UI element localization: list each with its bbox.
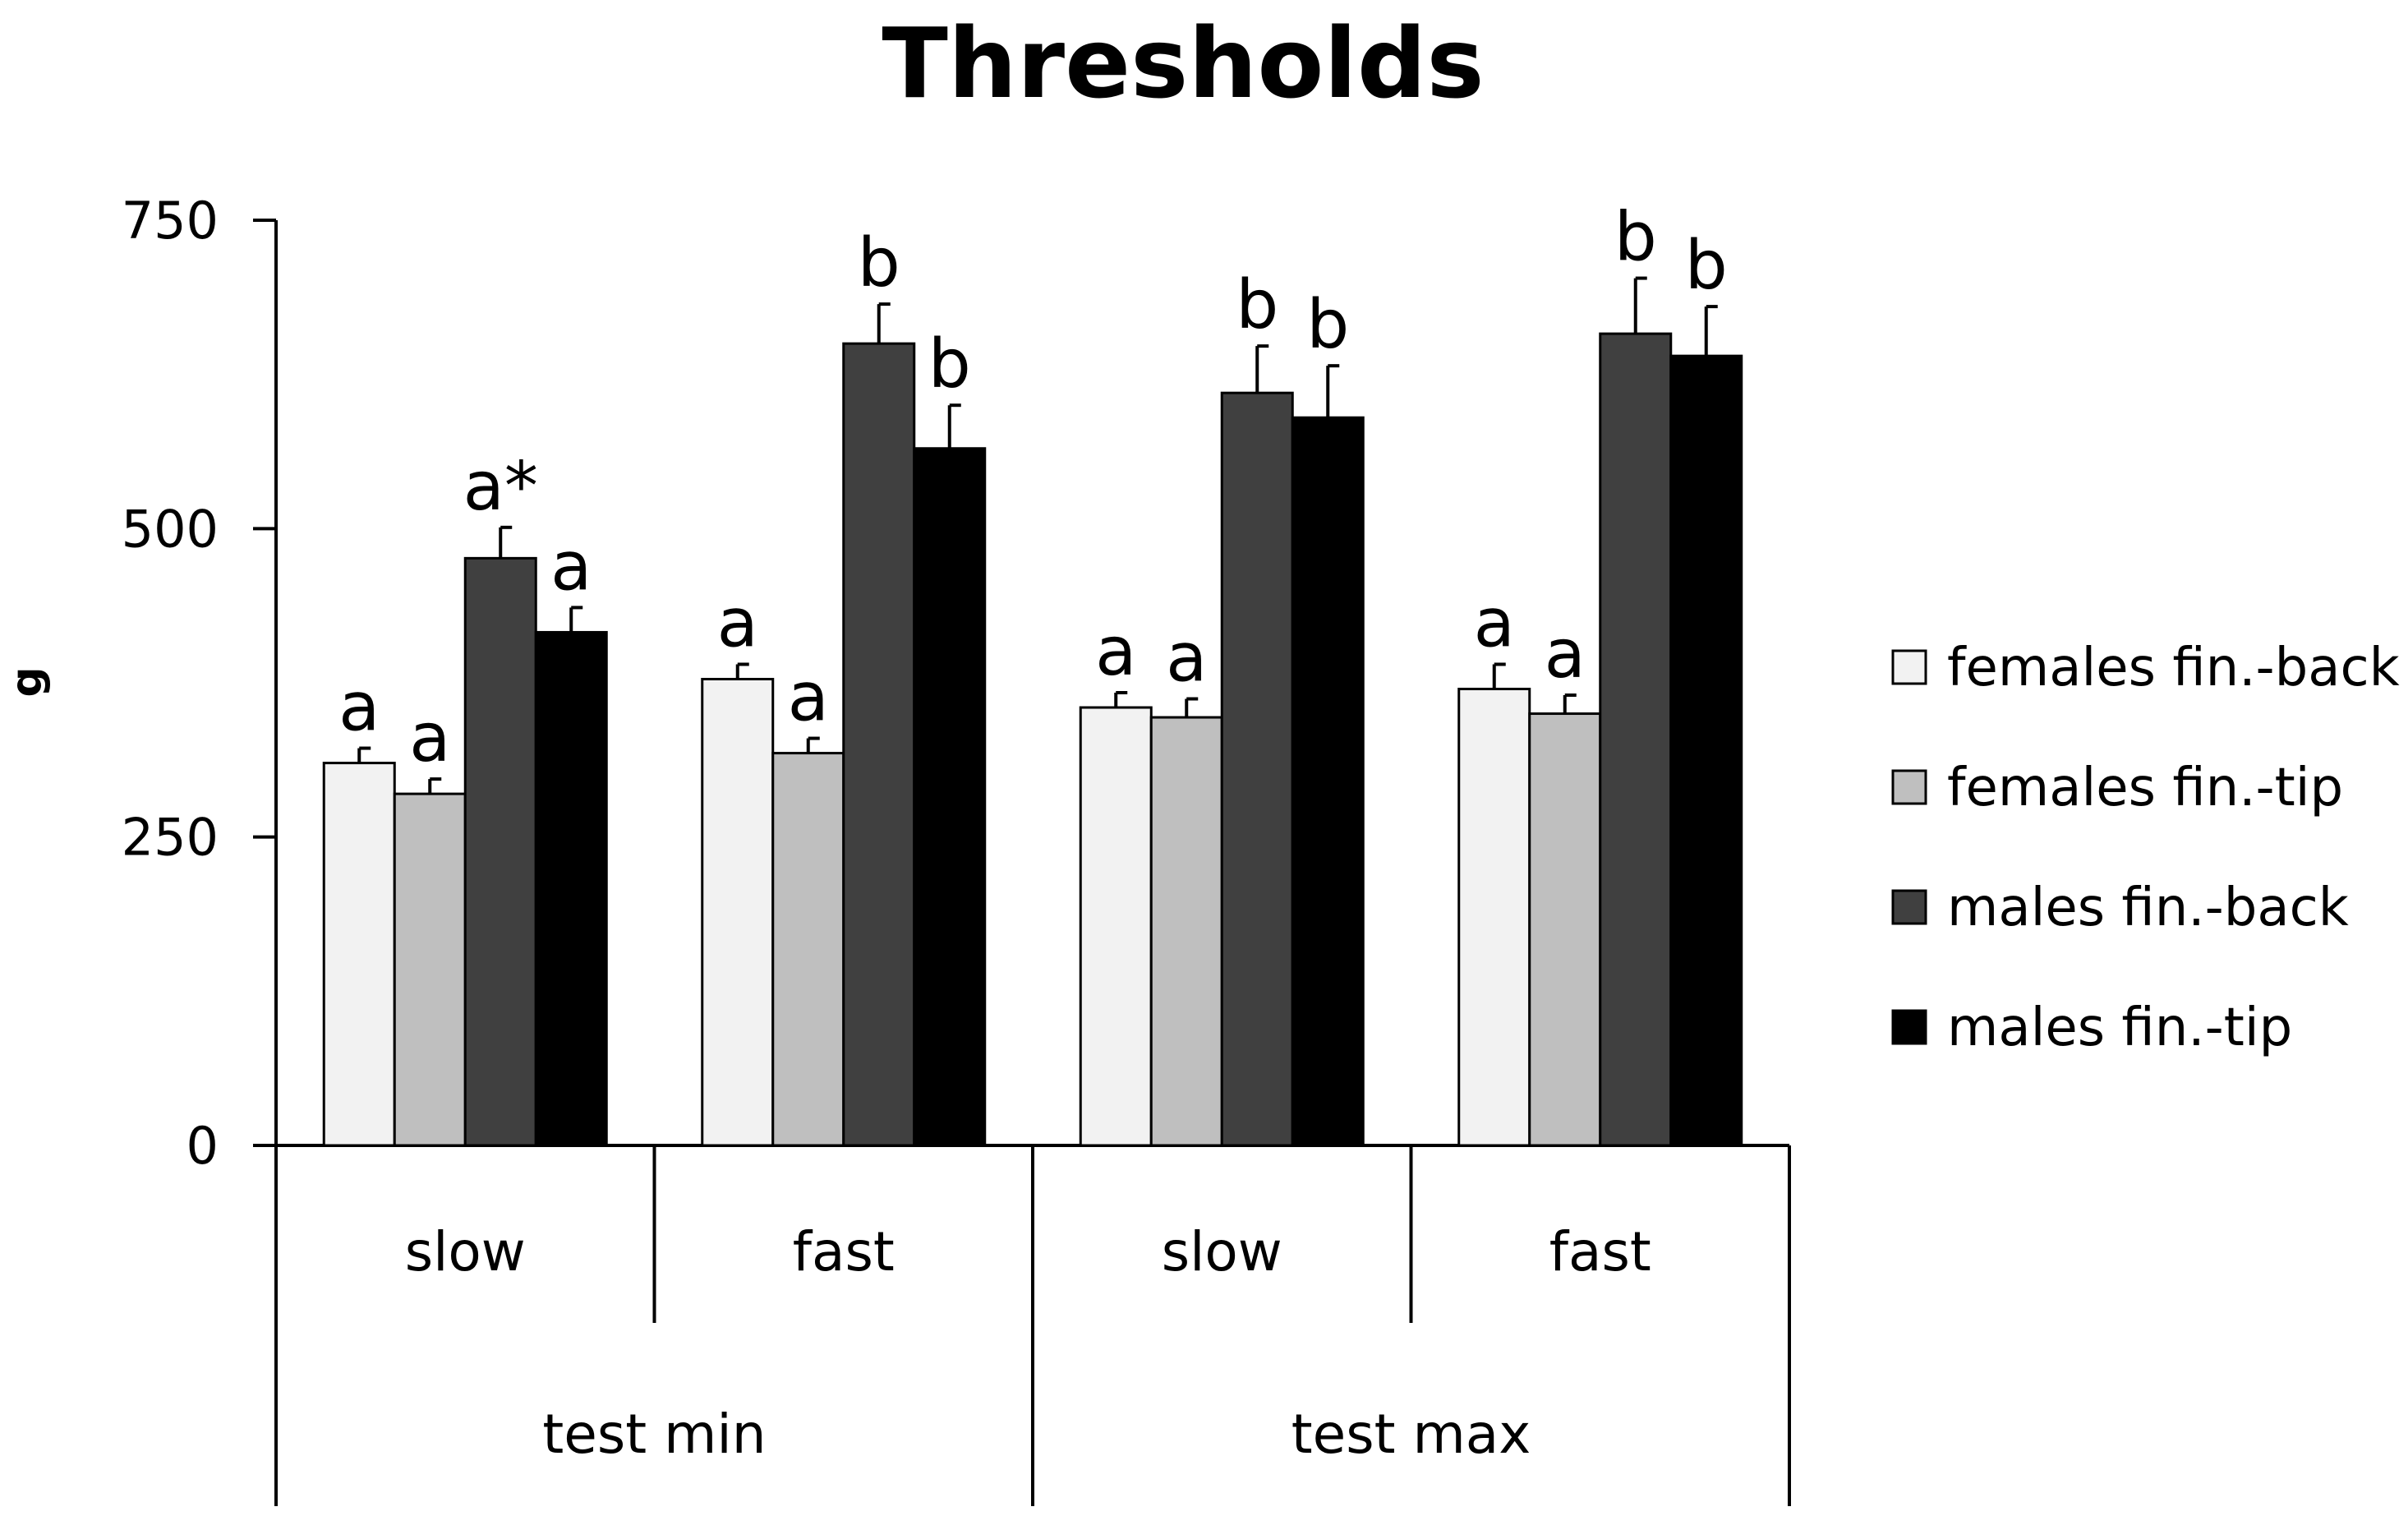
- legend-swatch: [1891, 1009, 1927, 1045]
- legend-swatch: [1891, 649, 1927, 685]
- legend-swatch: [1891, 769, 1927, 805]
- group-label: test max: [1291, 1403, 1531, 1466]
- legend-label: males fin.-back: [1947, 878, 2349, 938]
- bar: [1149, 716, 1223, 1147]
- bar: [1457, 688, 1531, 1147]
- category-label: fast: [1549, 1220, 1651, 1283]
- legend-swatch: [1891, 889, 1927, 925]
- y-axis-label: g: [2, 666, 52, 697]
- bar: [1669, 354, 1743, 1147]
- significance-letter: a*: [463, 448, 538, 526]
- bar: [1079, 706, 1153, 1147]
- significance-letter: b: [1614, 199, 1657, 277]
- significance-letter: a: [550, 528, 592, 606]
- bar: [1220, 391, 1294, 1147]
- significance-letter: b: [1685, 227, 1728, 305]
- significance-letter: a: [409, 699, 450, 777]
- significance-letter: a: [1095, 613, 1136, 691]
- significance-letter: b: [928, 325, 971, 403]
- significance-letter: a: [1166, 620, 1207, 698]
- bar: [771, 752, 845, 1147]
- bar: [393, 792, 467, 1147]
- bar: [913, 447, 987, 1147]
- bar: [842, 342, 916, 1147]
- bar: [322, 762, 396, 1147]
- category-label: slow: [405, 1220, 526, 1283]
- significance-letter: a: [717, 584, 758, 662]
- significance-letter: a: [1545, 615, 1586, 693]
- legend-label: females fin.-back: [1947, 638, 2400, 698]
- significance-letter: b: [858, 224, 900, 302]
- significance-letter: b: [1306, 286, 1349, 364]
- significance-letter: a: [788, 659, 829, 737]
- group-label: test min: [542, 1403, 766, 1466]
- legend-label: males fin.-tip: [1947, 998, 2292, 1058]
- bar: [701, 677, 775, 1147]
- category-label: slow: [1162, 1220, 1282, 1283]
- legend: females fin.-back females fin.-tip males f…: [1891, 638, 2400, 1058]
- y-tick-label: 750: [122, 191, 219, 251]
- significance-letter: a: [1474, 584, 1515, 662]
- axes: 0 250 500 750 slow fast slow fast test min test m…: [122, 191, 1791, 1506]
- legend-label: females fin.-tip: [1947, 758, 2343, 818]
- bar: [1599, 332, 1673, 1147]
- bar: [1528, 712, 1602, 1147]
- y-tick-label: 250: [122, 808, 219, 868]
- chart-title: Thresholds: [882, 7, 1484, 120]
- y-tick-label: 500: [122, 499, 219, 559]
- y-tick-label: 0: [186, 1116, 219, 1176]
- significance-letter: a: [338, 669, 380, 747]
- bar: [1291, 416, 1365, 1147]
- category-label: fast: [793, 1220, 895, 1283]
- bar: [534, 630, 608, 1147]
- bar: [463, 556, 537, 1147]
- significance-letter: b: [1236, 266, 1278, 344]
